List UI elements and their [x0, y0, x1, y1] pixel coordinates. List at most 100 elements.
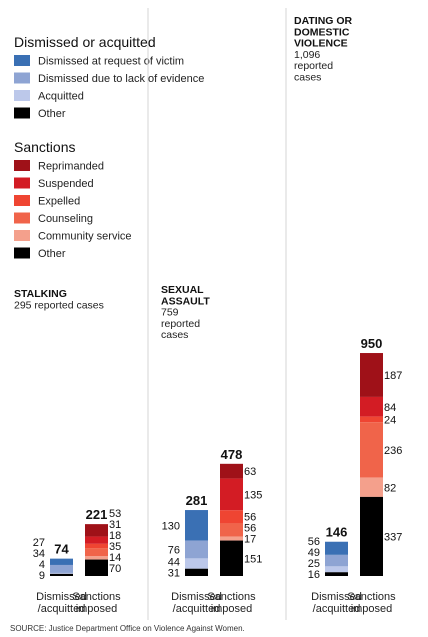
bar-segment: [185, 558, 208, 569]
segment-value-label: 27: [33, 537, 45, 549]
segment-value-label: 56: [244, 512, 256, 524]
bar-segment: [50, 573, 73, 576]
segment-value-label: 34: [33, 548, 45, 560]
segment-value-label: 84: [384, 402, 396, 414]
legend-label: Acquitted: [38, 91, 84, 103]
panel-subtitle: reported: [161, 318, 200, 330]
segment-value-label: 135: [244, 489, 262, 501]
category-label: imposed: [351, 603, 393, 615]
legend-title-sanctions: Sanctions: [14, 139, 75, 155]
legend-swatch: [14, 107, 30, 119]
category-label: /acquitted: [38, 603, 86, 615]
segment-value-label: 130: [162, 520, 180, 532]
category-label: Sanctions: [347, 591, 396, 603]
bar-segment: [325, 541, 348, 555]
segment-value-label: 31: [109, 519, 121, 531]
segment-value-label: 151: [244, 553, 262, 565]
panel-subtitle: 759: [161, 307, 179, 319]
bar-segment: [325, 554, 348, 567]
bar-segment: [325, 572, 348, 576]
panel-title: VIOLENCE: [294, 38, 348, 50]
segment-value-label: 56: [244, 523, 256, 535]
legend-label: Expelled: [38, 196, 80, 208]
category-label: /acquitted: [313, 603, 361, 615]
legend-swatch: [14, 247, 30, 259]
category-label: imposed: [211, 603, 253, 615]
bar-segment: [85, 524, 108, 537]
bar-segment: [360, 416, 383, 423]
legend-label: Community service: [38, 231, 132, 243]
segment-value-label: 53: [109, 508, 121, 520]
legend-label: Counseling: [38, 213, 93, 225]
category-label: Sanctions: [72, 591, 121, 603]
bar-segment: [325, 566, 348, 573]
segment-value-label: 187: [384, 370, 402, 382]
bar-total-label: 146: [326, 525, 348, 540]
segment-value-label: 16: [308, 569, 320, 581]
bar-total-label: 950: [361, 336, 383, 351]
panel-title: SEXUAL: [161, 284, 204, 296]
legend-label: Other: [38, 248, 66, 260]
legend-swatch: [14, 195, 30, 206]
legend-label: Other: [38, 108, 66, 120]
bar-total-label: 478: [221, 447, 243, 462]
bar-segment: [220, 540, 243, 576]
category-label: Dismissed: [36, 591, 87, 603]
segment-value-label: 4: [39, 559, 45, 571]
bar-segment: [220, 478, 243, 511]
bar-total-label: 281: [186, 493, 208, 508]
legend-label: Dismissed due to lack of evidence: [38, 73, 204, 85]
bar-segment: [85, 543, 108, 549]
legend-label: Dismissed at request of victim: [38, 56, 184, 68]
bar-segment: [85, 559, 108, 576]
segment-value-label: 35: [109, 541, 121, 553]
segment-value-label: 14: [109, 552, 121, 564]
bar-segment: [220, 463, 243, 479]
legend-sanctions: Sanctions Reprimanded Suspended Expelled Cou…: [14, 139, 132, 260]
segment-value-label: 31: [168, 567, 180, 579]
bar-segment: [85, 536, 108, 544]
category-label: Dismissed: [171, 591, 222, 603]
source-note: SOURCE: Justice Department Office on Vio…: [10, 624, 245, 633]
segment-value-label: 18: [109, 530, 121, 542]
category-label: imposed: [76, 603, 118, 615]
segment-value-label: 236: [384, 445, 402, 457]
legend-swatch: [14, 72, 30, 84]
bar-segment: [50, 564, 73, 573]
segment-value-label: 63: [244, 466, 256, 478]
legend-label: Suspended: [38, 178, 94, 190]
segment-value-label: 17: [244, 534, 256, 546]
bar-segment: [360, 422, 383, 478]
bar-segment: [220, 536, 243, 541]
panel-subtitle: cases: [294, 72, 321, 84]
segment-value-label: 70: [109, 563, 121, 575]
panel-subtitle: 1,096: [294, 49, 320, 61]
segment-value-label: 56: [308, 536, 320, 548]
legend-swatch: [14, 212, 30, 224]
panel-title: DOMESTIC: [294, 26, 350, 38]
segment-value-label: 337: [384, 531, 402, 543]
segment-value-label: 44: [168, 556, 180, 568]
legend-swatch: [14, 90, 30, 101]
panel-title: ASSAULT: [161, 295, 210, 307]
category-label: /acquitted: [173, 603, 221, 615]
bar-segment: [185, 540, 208, 559]
panel-title: DATING OR: [294, 15, 353, 27]
segment-value-label: 76: [168, 544, 180, 556]
bar-segment: [50, 558, 73, 565]
segment-value-label: 24: [384, 414, 396, 426]
panel-subtitle: reported: [294, 60, 333, 72]
legend-swatch: [14, 160, 30, 171]
bar-segment: [85, 556, 108, 560]
bar-segment: [360, 477, 383, 497]
panel-subtitle: cases: [161, 329, 188, 341]
segment-value-label: 82: [384, 482, 396, 494]
legend-label: Reprimanded: [38, 161, 104, 173]
category-label: Sanctions: [207, 591, 256, 603]
bar-total-label: 74: [54, 542, 69, 557]
bar-segment: [185, 510, 208, 541]
legend-swatch: [14, 55, 30, 66]
